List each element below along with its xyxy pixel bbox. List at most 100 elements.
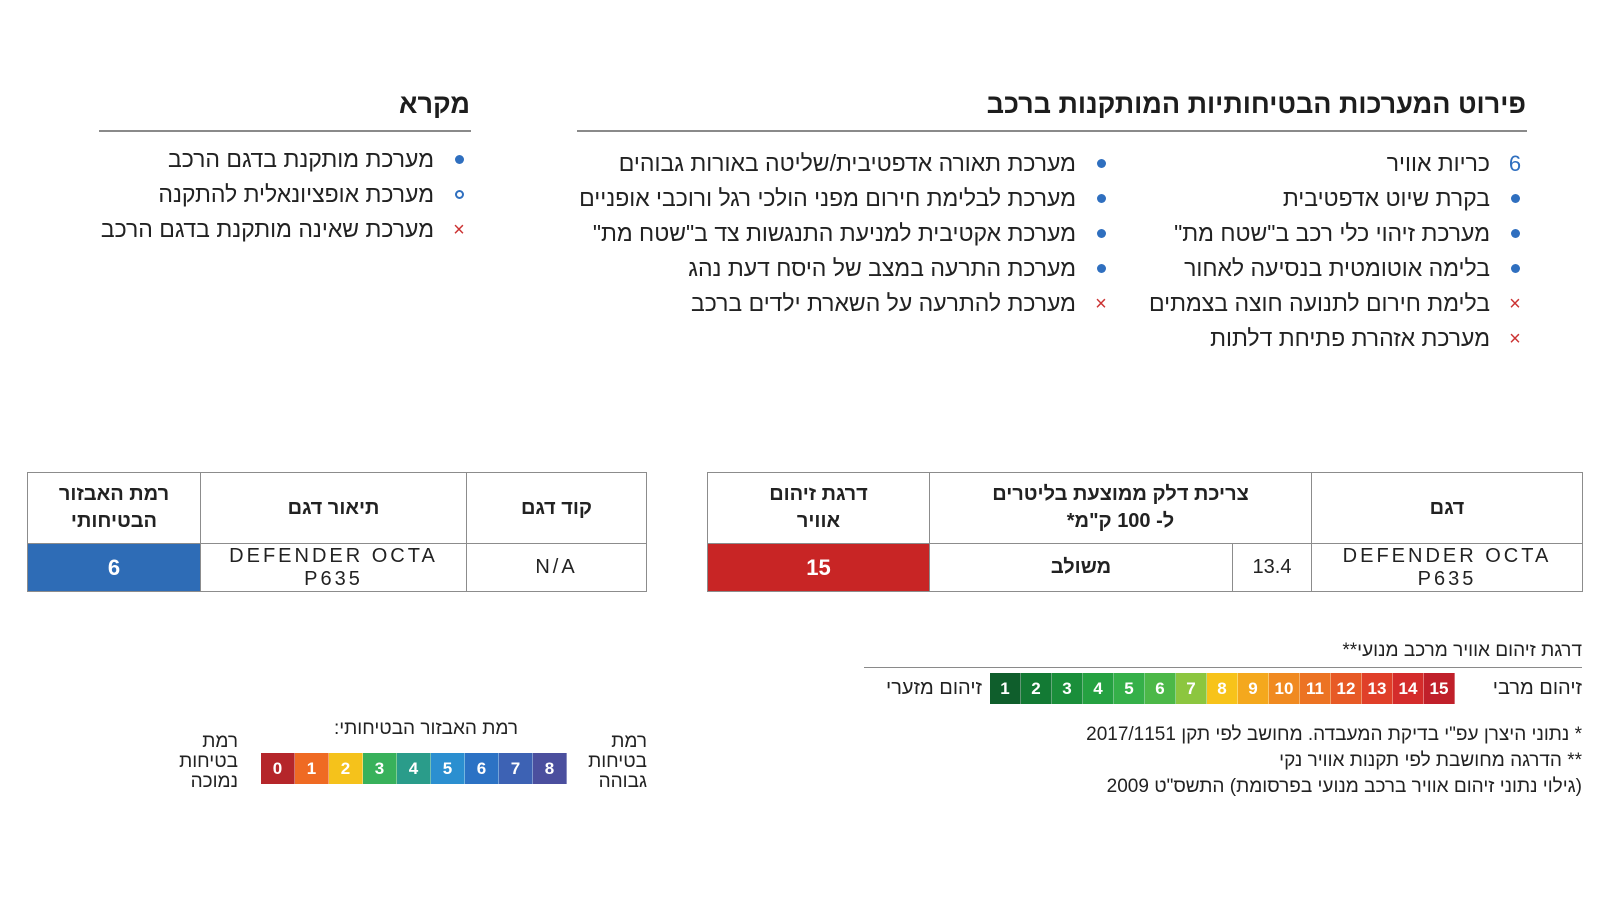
pollution-scale-step: 3 [1052, 673, 1083, 704]
installed-dot-icon [1504, 229, 1526, 238]
fuel-table-row: DEFENDER OCTA P635 13.4 משולב 15 [707, 543, 1583, 592]
safety-scale-step: 5 [431, 753, 465, 784]
list-item-label: מערכת שאינה מותקנת בדגם הרכב [100, 216, 434, 242]
not-installed-x-icon: × [1504, 329, 1526, 349]
list-item: מערכת אקטיבית למניעת התנגשות צד ב"שטח מת… [579, 216, 1112, 251]
pollution-scale-step: 13 [1362, 673, 1393, 704]
filled-circle-icon [1510, 264, 1520, 273]
installed-dot-icon [1504, 264, 1526, 273]
safety-table-row: N/A DEFENDER OCTA P635 6 [27, 543, 647, 592]
safety-scale-step: 0 [261, 753, 295, 784]
list-item: מערכת מותקנת בדגם הרכב [101, 142, 470, 177]
safety-scale-step: 6 [465, 753, 499, 784]
filled-circle-icon [1096, 264, 1106, 273]
filled-circle-icon [1510, 194, 1520, 203]
safety-scale-high-label: רמת בטיחות גבוהה [588, 732, 647, 792]
model-code-header: קוד דגם [466, 472, 647, 544]
pollution-header-line2: אוויר [796, 510, 841, 532]
installed-dot-icon [1090, 264, 1112, 273]
consumption-header: צריכת דלק ממוצעת בליטרים ל- 100 ק"מ* [929, 472, 1312, 544]
pollution-header: דרגת זיהום אוויר [707, 472, 930, 544]
safety-level-header: רמת האבזור הבטיחותי [27, 472, 201, 544]
legend-title-rule [99, 130, 471, 132]
safety-level-cell: 6 [27, 543, 201, 592]
list-item: בלימה אוטומטית בנסיעה לאחור [1149, 251, 1526, 286]
list-item: 6 כריות אוויר [1149, 146, 1526, 181]
pollution-scale-min-label: זיהום מזערי [886, 677, 982, 699]
count-value: 6 [1508, 150, 1522, 176]
safety-scale-step: 8 [533, 753, 567, 784]
model-header: דגם [1311, 472, 1583, 544]
consumption-type-cell: משולב [929, 543, 1233, 592]
fuel-pollution-table: דגם צריכת דלק ממוצעת בליטרים ל- 100 ק"מ*… [707, 472, 1583, 592]
pollution-scale-step: 5 [1114, 673, 1145, 704]
pollution-scale-step: 4 [1083, 673, 1114, 704]
list-item-label: בלימה אוטומטית בנסיעה לאחור [1184, 255, 1490, 281]
footnote-3: (גילוי נתוני זיהום אוויר ברכב מנועי בפרס… [1106, 776, 1582, 797]
x-mark-icon: × [1509, 327, 1521, 350]
safety-scale-step: 1 [295, 753, 329, 784]
model-description-cell: DEFENDER OCTA P635 [200, 543, 467, 592]
pollution-scale-step: 2 [1021, 673, 1052, 704]
safety-high-label-line1: רמת [611, 731, 647, 752]
installed-dot-icon [1090, 159, 1112, 168]
systems-right-column: 6 כריות אוויר בקרת שיוט אדפטיבית מערכת זיהו… [1149, 146, 1526, 356]
safety-scale-title: רמת האבזור הבטיחותי: [333, 718, 518, 739]
installed-dot-icon [1504, 194, 1526, 203]
list-item: מערכת אופציונאלית להתקנה [101, 177, 470, 212]
fuel-table-header-row: דגם צריכת דלק ממוצעת בליטרים ל- 100 ק"מ*… [707, 472, 1583, 544]
pollution-scale-title: דרגת זיהום אוויר מרכב מנועי** [1342, 640, 1582, 661]
model-description-line1: DEFENDER OCTA [229, 544, 438, 567]
systems-title-rule [577, 130, 1527, 132]
filled-circle-icon [1096, 194, 1106, 203]
pollution-header-line1: דרגת זיהום [769, 483, 868, 505]
pollution-scale-step: 14 [1393, 673, 1424, 704]
pollution-scale-step: 9 [1238, 673, 1269, 704]
list-item: מערכת התרעה במצב של היסח דעת נהג [579, 251, 1112, 286]
x-mark-icon: × [1509, 292, 1521, 315]
footnote-2: ** הדרגה מחושבת לפי תקנות אוויר נקי [1279, 750, 1582, 771]
safety-scale-step: 3 [363, 753, 397, 784]
filled-circle-icon [454, 155, 464, 164]
pollution-level-cell: 15 [707, 543, 930, 592]
safety-scale-step: 7 [499, 753, 533, 784]
safety-scale-step: 2 [329, 753, 363, 784]
list-item: × מערכת שאינה מותקנת בדגם הרכב [101, 212, 470, 247]
installed-dot-icon [448, 155, 470, 164]
filled-circle-icon [1096, 229, 1106, 238]
list-item-label: מערכת אזהרת פתיחת דלתות [1210, 325, 1490, 351]
model-name-line1: DEFENDER OCTA [1342, 544, 1552, 567]
model-description-line2: P635 [304, 567, 363, 590]
count-marker: 6 [1504, 151, 1526, 177]
legend-title: מקרא [399, 89, 470, 119]
installed-dot-icon [1090, 229, 1112, 238]
pollution-scale-step: 8 [1207, 673, 1238, 704]
footnote-1: * נתוני היצרן עפ"י בדיקת המעבדה. מחושב ל… [1086, 724, 1582, 745]
list-item: בקרת שיוט אדפטיבית [1149, 181, 1526, 216]
model-cell: DEFENDER OCTA P635 [1311, 543, 1583, 592]
safety-high-label-line3: גבוהה [598, 771, 647, 792]
pollution-scale-bar: 1 2 3 4 5 6 7 8 9 10 11 12 13 14 15 [990, 673, 1455, 704]
list-item-label: מערכת אקטיבית למניעת התנגשות צד ב"שטח מת… [592, 220, 1076, 246]
model-description-header: תיאור דגם [200, 472, 467, 544]
pollution-scale-step: 6 [1145, 673, 1176, 704]
list-item-label: מערכת מותקנת בדגם הרכב [167, 146, 434, 172]
not-installed-x-icon: × [1090, 294, 1112, 314]
safety-level-header-line2: הבטיחותי [70, 510, 158, 532]
consumption-value-cell: 13.4 [1232, 543, 1312, 592]
model-code-cell: N/A [466, 543, 647, 592]
safety-equipment-table: קוד דגם תיאור דגם רמת האבזור הבטיחותי N/… [27, 472, 647, 592]
x-mark-icon: × [1095, 292, 1107, 315]
safety-low-label-line1: רמת [202, 731, 238, 752]
list-item: × בלימת חירום לתנועה חוצה בצמתים [1149, 286, 1526, 321]
list-item-label: מערכת תאורה אדפטיבית/שליטה באורות גבוהים [618, 150, 1076, 176]
list-item-label: בלימת חירום לתנועה חוצה בצמתים [1148, 290, 1490, 316]
pollution-scale-step: 10 [1269, 673, 1300, 704]
consumption-header-line2: ל- 100 ק"מ* [1066, 510, 1175, 532]
safety-high-label-line2: בטיחות [588, 751, 647, 772]
x-mark-icon: × [453, 218, 465, 241]
pollution-scale-rule [864, 667, 1582, 668]
safety-low-label-line3: נמוכה [190, 771, 238, 792]
pollution-scale-step: 15 [1424, 673, 1455, 704]
